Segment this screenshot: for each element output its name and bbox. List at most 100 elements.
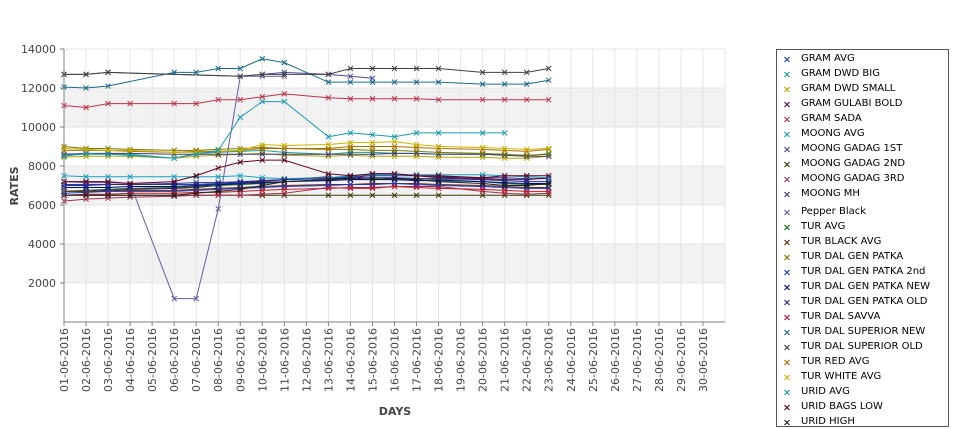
x-tick-label: 24-06-2016 <box>565 328 578 392</box>
legend-marker-icon <box>784 254 790 261</box>
x-tick-label: 10-06-2016 <box>256 328 269 392</box>
data-point <box>413 184 420 191</box>
legend-item: URID BAGS LOW <box>777 400 948 415</box>
legend-marker-icon <box>784 269 790 276</box>
legend-marker-icon <box>784 209 790 216</box>
data-point <box>325 146 332 153</box>
series-19 <box>61 55 552 91</box>
y-tick-label: 8000 <box>28 160 56 173</box>
legend-label: TUR DAL GEN PATKA OLD <box>801 296 928 307</box>
data-point <box>347 65 354 72</box>
data-point <box>193 151 200 158</box>
data-point <box>215 165 222 171</box>
data-point <box>391 65 398 72</box>
data-point <box>281 71 288 78</box>
data-point <box>435 79 442 86</box>
data-point <box>83 104 89 111</box>
data-point <box>237 147 244 154</box>
data-point <box>237 73 244 80</box>
legend-item: MOONG GADAG 3RD <box>777 172 948 187</box>
x-tick-label: 30-06-2016 <box>697 328 710 392</box>
data-point <box>479 129 486 136</box>
data-point <box>171 192 178 199</box>
data-point <box>347 152 354 159</box>
legend-marker-icon <box>784 284 790 291</box>
data-point <box>369 175 376 182</box>
data-point <box>193 172 200 179</box>
x-tick-label: 15-06-2016 <box>366 328 379 392</box>
x-tick-label: 28-06-2016 <box>653 328 666 392</box>
legend-item: GRAM SADA <box>777 112 948 127</box>
legend-label: TUR DAL GEN PATKA 2nd <box>801 266 926 277</box>
data-point <box>325 94 332 101</box>
data-point <box>215 65 222 72</box>
x-tick-label: 14-06-2016 <box>344 328 357 392</box>
data-point <box>237 172 244 179</box>
data-point <box>545 172 552 179</box>
data-point <box>545 146 552 153</box>
data-point <box>501 96 508 103</box>
legend: GRAM AVG GRAM DWD BIG GRAM DWD SMALL GRAM G… <box>776 49 949 427</box>
x-tick-label: 07-06-2016 <box>190 328 203 392</box>
series-line <box>64 177 549 196</box>
series-line <box>64 68 549 77</box>
y-tick-label: 14000 <box>21 43 56 56</box>
legend-item: TUR AVG <box>777 220 948 235</box>
x-tick-label: 13-06-2016 <box>322 328 335 392</box>
data-point <box>545 151 552 158</box>
y-ticks: 2000 4000 6000 8000 10000 12000 14000 <box>21 43 64 290</box>
legend-marker-icon <box>784 191 790 198</box>
data-point <box>347 151 354 158</box>
x-tick-label: 26-06-2016 <box>609 328 622 392</box>
data-point <box>391 138 398 145</box>
series-line <box>63 185 549 196</box>
data-point <box>127 192 133 199</box>
data-point <box>391 175 398 182</box>
data-point <box>325 141 332 148</box>
series-line <box>63 152 549 157</box>
data-point <box>391 95 398 102</box>
data-point <box>413 176 420 183</box>
legend-item: TUR DAL GEN PATKA <box>777 250 948 265</box>
legend-marker-icon <box>784 56 790 63</box>
data-point <box>435 129 442 136</box>
data-point <box>545 180 552 187</box>
data-point <box>545 96 552 103</box>
data-point <box>259 177 266 184</box>
legend-marker-icon <box>784 299 790 306</box>
data-point <box>105 178 111 185</box>
data-point <box>501 145 508 152</box>
legend-marker-icon <box>784 101 790 108</box>
x-ticks: 01-06-2016 02-06-2016 03-06-2016 04-06-2016… <box>58 322 710 392</box>
data-point <box>413 79 420 86</box>
data-point <box>237 96 244 103</box>
legend-item: URID HIGH <box>777 415 948 426</box>
legend-item: MOONG MH <box>777 187 948 202</box>
x-tick-label: 29-06-2016 <box>675 328 688 392</box>
data-point <box>281 59 288 66</box>
data-point <box>259 157 266 164</box>
legend-marker-icon <box>784 374 790 381</box>
data-point <box>237 65 244 72</box>
data-point <box>325 71 332 78</box>
data-point <box>523 153 530 160</box>
data-point <box>105 100 111 107</box>
data-point <box>479 186 486 193</box>
data-point <box>347 192 354 199</box>
data-point <box>83 150 89 157</box>
data-point <box>105 192 111 199</box>
legend-marker-icon <box>784 344 790 351</box>
data-point <box>501 152 508 159</box>
data-point <box>83 178 89 185</box>
x-tick-label: 08-06-2016 <box>212 328 225 392</box>
series-line <box>63 185 549 202</box>
data-point <box>347 73 354 80</box>
data-point <box>369 184 376 191</box>
data-point <box>325 185 332 192</box>
data-point <box>171 173 178 180</box>
data-point <box>435 96 442 103</box>
series-line <box>63 152 549 159</box>
data-point <box>171 155 178 162</box>
x-tick-label: 22-06-2016 <box>521 328 534 392</box>
data-point <box>259 93 266 100</box>
